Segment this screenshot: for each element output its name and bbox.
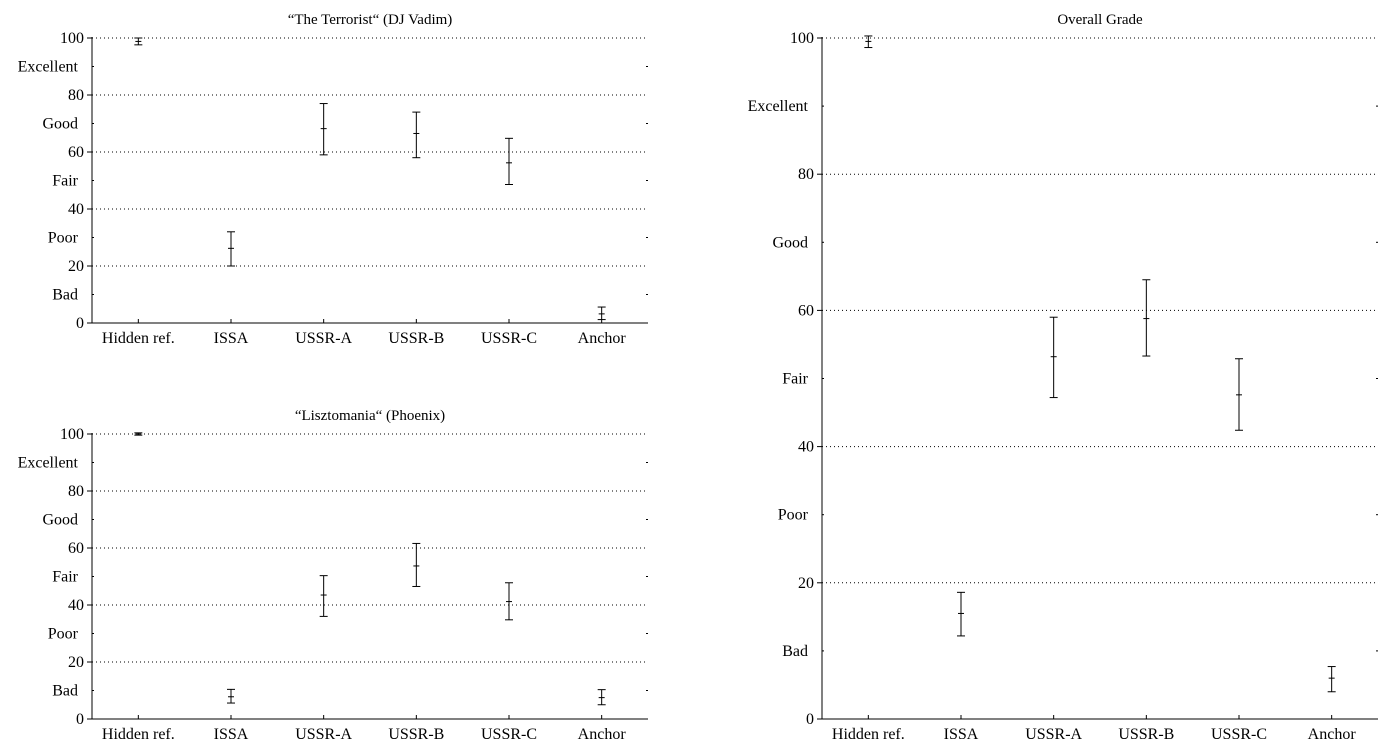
- x-tick-label: Hidden ref.: [102, 726, 175, 743]
- x-tick-label: Anchor: [578, 726, 627, 743]
- errorbar-issa: [227, 231, 235, 267]
- errorbar-anchor: [1327, 666, 1336, 693]
- grade-label: Poor: [48, 230, 79, 247]
- grade-label: Fair: [782, 371, 808, 388]
- y-tick-label: 100: [790, 30, 814, 47]
- panel-overall-grade: Overall Grade 0 20 40 60 80 100 Excellent Good Fa…: [748, 12, 1378, 743]
- x-tick-label: USSR-B: [388, 330, 444, 347]
- grade-label: Good: [772, 234, 808, 251]
- y-tick-label: 100: [60, 426, 84, 443]
- grade-label: Good: [42, 116, 78, 133]
- y-tick-label: 40: [68, 597, 84, 614]
- grade-label: Fair: [52, 569, 78, 586]
- chart-title: Overall Grade: [1057, 12, 1143, 28]
- errorbar-hidden-ref: [134, 432, 143, 436]
- grade-label: Bad: [52, 683, 78, 700]
- x-tick-label: USSR-B: [1118, 726, 1174, 743]
- x-tick-label: Hidden ref.: [832, 726, 905, 743]
- y-tick-label: 20: [68, 654, 84, 671]
- panel-lisztomania: “Lisztomania“ (Phoenix) 0 20 40 60 80 100 Excel…: [18, 408, 648, 743]
- grade-label: Bad: [782, 643, 808, 660]
- x-tick-label: Anchor: [1308, 726, 1357, 743]
- errorbar-ussr-c: [1235, 358, 1243, 431]
- grade-label: Good: [42, 512, 78, 529]
- y-tick-label: 0: [76, 711, 84, 728]
- errorbar-ussr-a: [319, 575, 328, 617]
- x-tick-label: USSR-A: [295, 726, 352, 743]
- x-tick-label: ISSA: [944, 726, 979, 743]
- errorbar-hidden-ref: [864, 35, 873, 49]
- chart-title: “Lisztomania“ (Phoenix): [295, 408, 445, 424]
- errorbar-issa: [227, 688, 235, 704]
- x-tick-label: Anchor: [578, 330, 627, 347]
- y-tick-label: 20: [798, 575, 814, 592]
- y-tick-label: 80: [68, 87, 84, 104]
- grade-label: Excellent: [748, 98, 809, 115]
- y-tick-label: 20: [68, 258, 84, 275]
- errorbar-hidden-ref: [134, 37, 143, 46]
- errorbar-anchor: [597, 689, 606, 706]
- errorbar-ussr-b: [412, 111, 421, 159]
- x-tick-label: USSR-C: [481, 330, 537, 347]
- grade-label: Excellent: [18, 59, 79, 76]
- grade-label: Bad: [52, 287, 78, 304]
- errorbar-ussr-a: [1049, 316, 1058, 399]
- x-tick-label: USSR-B: [388, 726, 444, 743]
- errorbar-issa: [957, 591, 965, 637]
- errorbar-ussr-a: [319, 103, 328, 156]
- y-tick-label: 60: [798, 302, 814, 319]
- x-tick-label: USSR-A: [1025, 726, 1082, 743]
- grade-label: Poor: [48, 626, 79, 643]
- x-tick-label: USSR-C: [481, 726, 537, 743]
- errorbar-anchor: [597, 306, 606, 321]
- y-tick-label: 80: [68, 483, 84, 500]
- y-tick-label: 60: [68, 540, 84, 557]
- y-tick-label: 0: [76, 315, 84, 332]
- x-tick-label: ISSA: [214, 726, 249, 743]
- grade-label: Excellent: [18, 455, 79, 472]
- y-tick-label: 100: [60, 30, 84, 47]
- panel-terrorist: “The Terrorist“ (DJ Vadim) 0 20 40 60 80 100 Ex…: [18, 12, 648, 347]
- y-tick-label: 40: [798, 439, 814, 456]
- errorbar-ussr-b: [412, 542, 421, 587]
- grade-label: Poor: [778, 507, 809, 524]
- y-tick-label: 0: [806, 711, 814, 728]
- x-tick-label: ISSA: [214, 330, 249, 347]
- y-tick-label: 80: [798, 166, 814, 183]
- errorbar-ussr-c: [505, 582, 513, 621]
- y-tick-label: 40: [68, 201, 84, 218]
- errorbar-ussr-c: [505, 137, 513, 185]
- x-tick-label: USSR-A: [295, 330, 352, 347]
- x-tick-label: USSR-C: [1211, 726, 1267, 743]
- y-tick-label: 60: [68, 144, 84, 161]
- chart-title: “The Terrorist“ (DJ Vadim): [288, 12, 453, 28]
- errorbar-ussr-b: [1142, 279, 1151, 357]
- x-tick-label: Hidden ref.: [102, 330, 175, 347]
- grade-label: Fair: [52, 173, 78, 190]
